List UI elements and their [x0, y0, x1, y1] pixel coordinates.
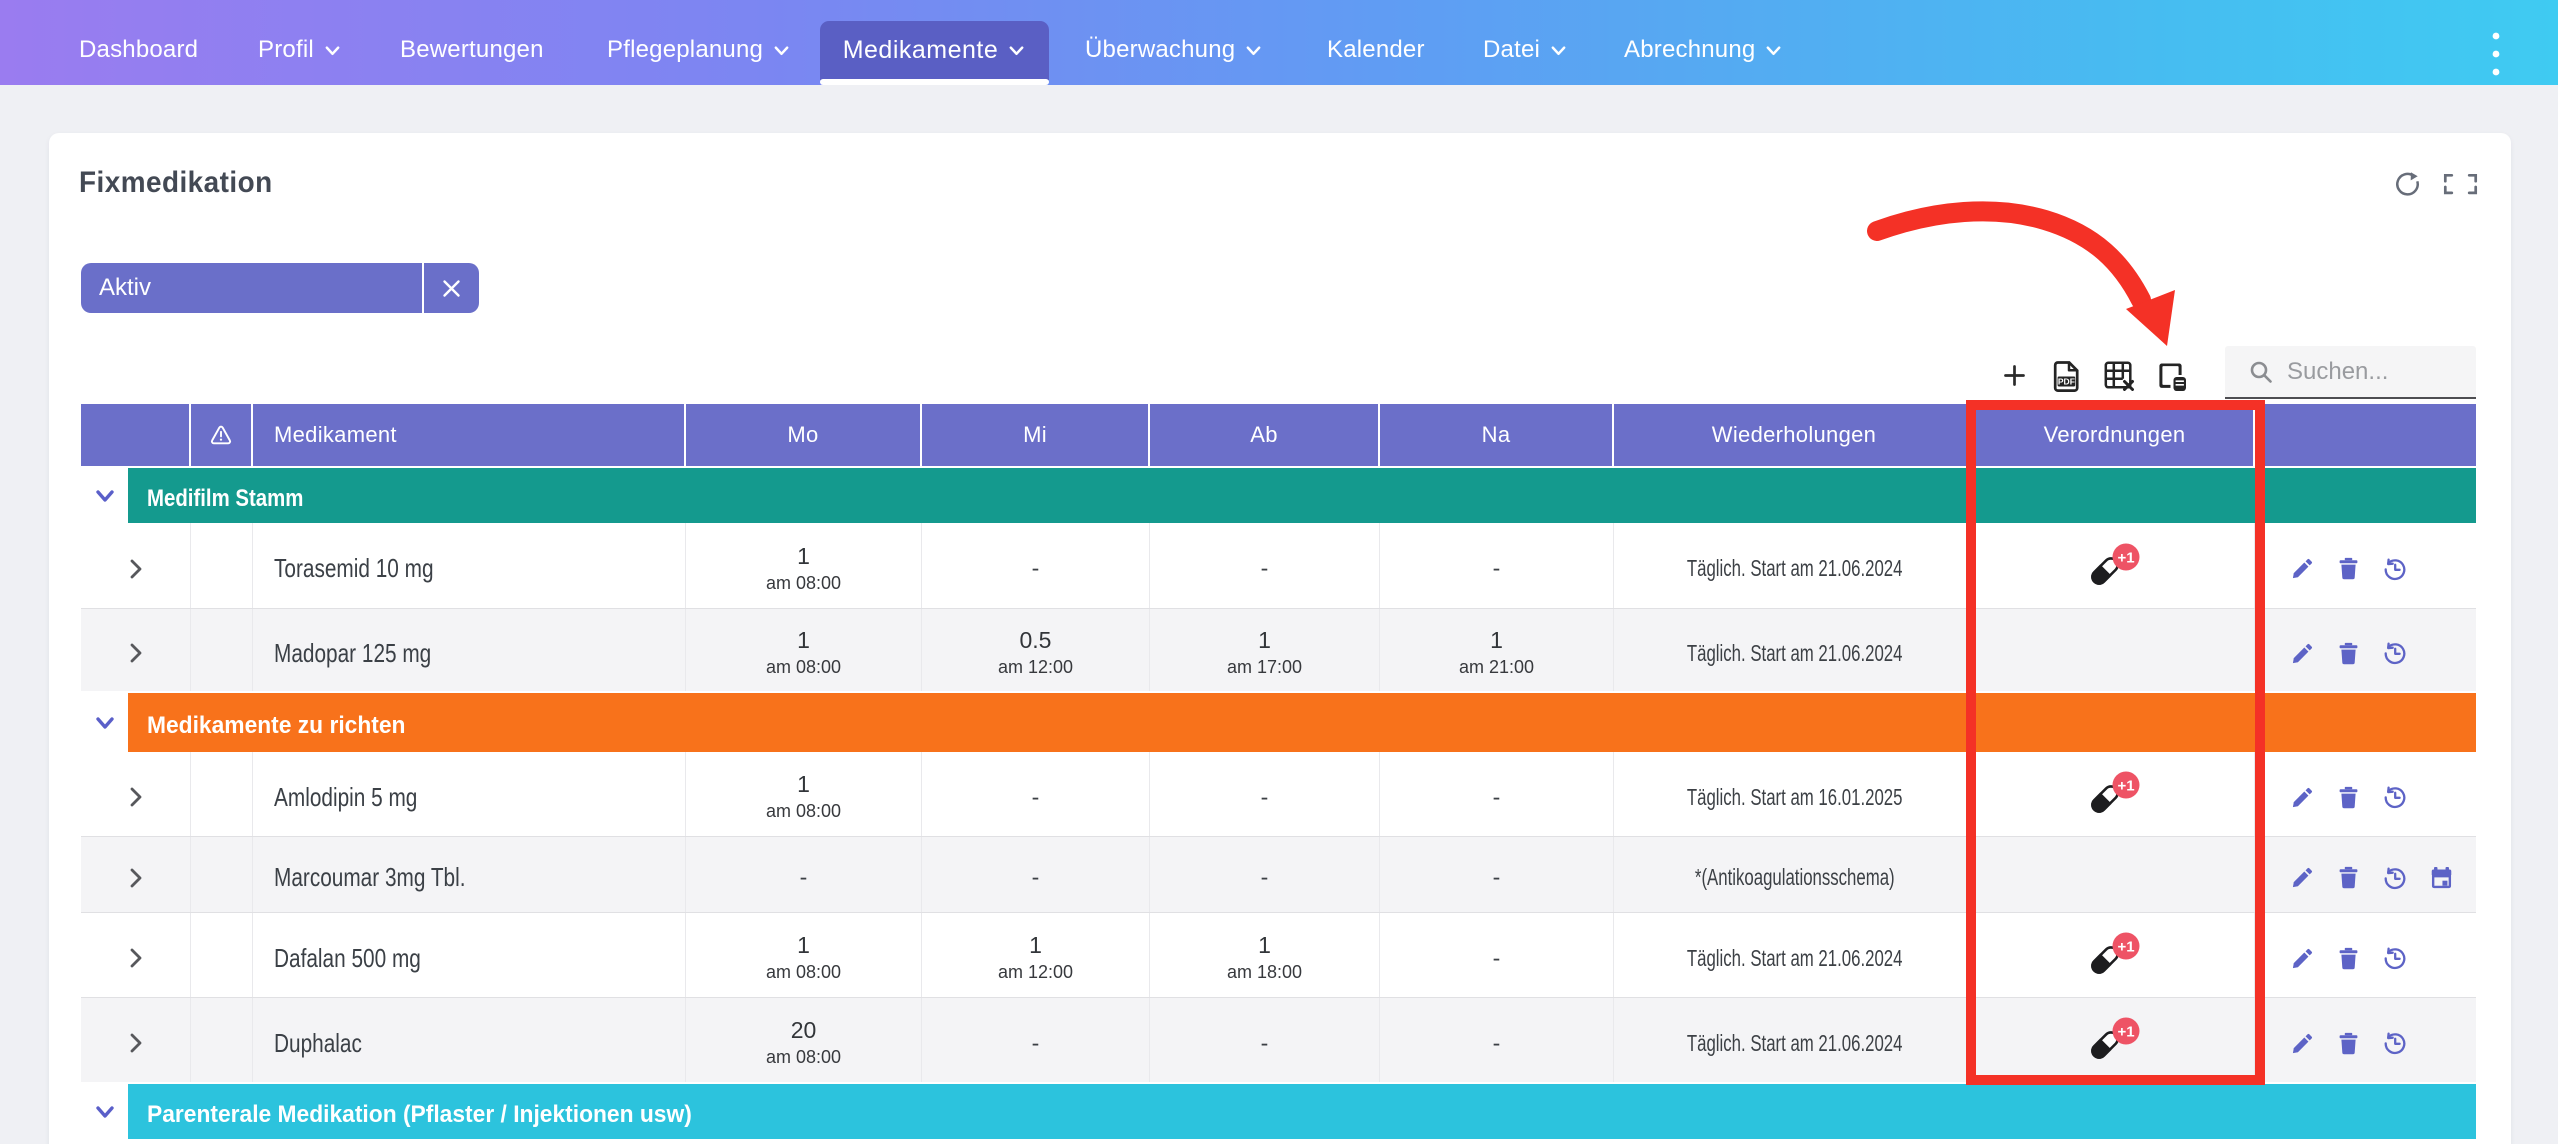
svg-text:PDF: PDF — [2058, 377, 2075, 387]
svg-text:+1: +1 — [2117, 777, 2134, 794]
svg-text:+1: +1 — [2117, 549, 2134, 566]
svg-text:+1: +1 — [2117, 1023, 2134, 1040]
svg-text:+1: +1 — [2117, 938, 2134, 955]
